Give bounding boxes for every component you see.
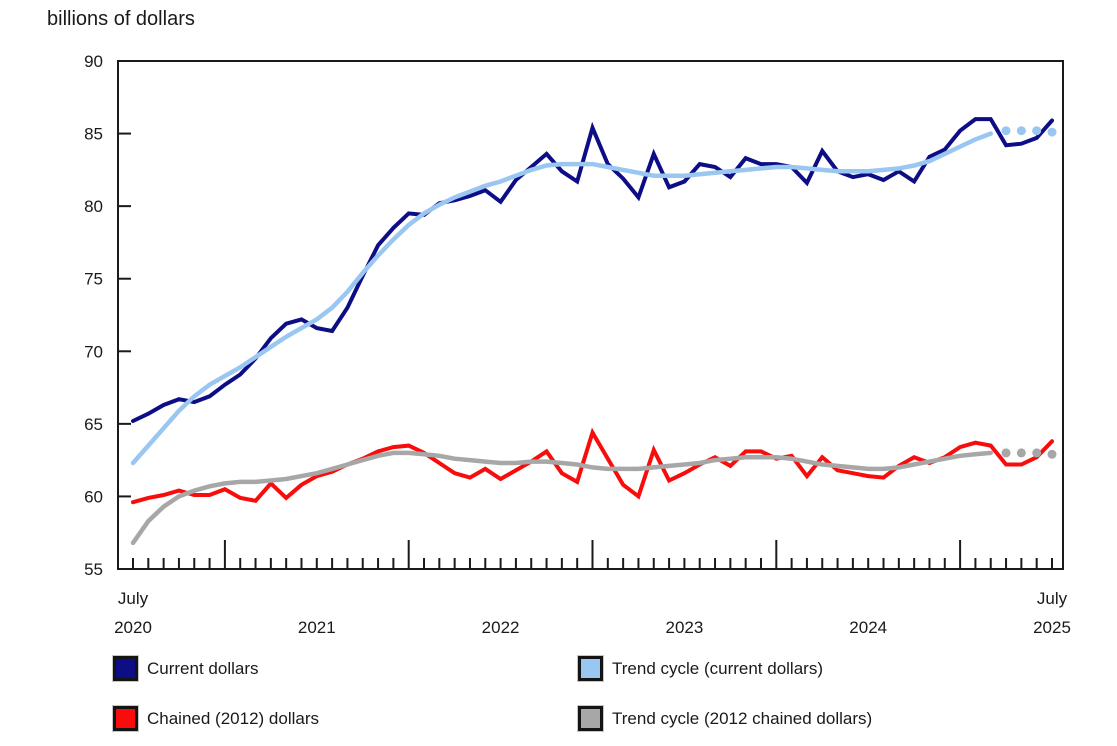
series-dot-trend_chained bbox=[1016, 448, 1026, 458]
legend-label-current-dollars: Current dollars bbox=[147, 659, 259, 678]
legend-item-current-dollars: Current dollars bbox=[112, 655, 259, 682]
legend-label-trend-cycle-current: Trend cycle (current dollars) bbox=[612, 659, 823, 678]
series-dot-trend_current bbox=[1047, 127, 1057, 137]
legend-swatch-chained-dollars bbox=[112, 705, 139, 732]
series-dot-trend_current bbox=[1001, 126, 1011, 136]
series-line-current bbox=[131, 117, 1054, 423]
series-dot-trend_chained bbox=[1001, 448, 1011, 458]
x-label-end-year: 2025 bbox=[1033, 618, 1071, 637]
x-label-start-year: 2020 bbox=[114, 618, 152, 637]
x-label-end-month: July bbox=[1037, 589, 1068, 608]
y-axis-tick-label: 55 bbox=[84, 560, 103, 579]
series-dot-trend_current bbox=[1032, 126, 1042, 136]
series-dot-trend_chained bbox=[1032, 448, 1042, 458]
legend-item-chained-dollars: Chained (2012) dollars bbox=[112, 705, 319, 732]
x-label-year: 2022 bbox=[482, 618, 520, 637]
series-dot-trend_current bbox=[1016, 126, 1026, 136]
y-axis-tick-label: 85 bbox=[84, 125, 103, 144]
y-axis-tick-label: 70 bbox=[84, 342, 103, 361]
y-axis-tick-label: 60 bbox=[84, 487, 103, 506]
x-label-year: 2023 bbox=[665, 618, 703, 637]
legend-swatch-trend-cycle-current bbox=[577, 655, 604, 682]
series-dot-trend_chained bbox=[1047, 449, 1057, 459]
x-label-year: 2024 bbox=[849, 618, 887, 637]
legend-item-trend-cycle-current: Trend cycle (current dollars) bbox=[577, 655, 823, 682]
y-axis-tick-label: 75 bbox=[84, 270, 103, 289]
legend-swatch-current-dollars bbox=[112, 655, 139, 682]
series-line-trend_current bbox=[130, 131, 993, 466]
x-label-year: 2021 bbox=[298, 618, 336, 637]
y-axis-tick-label: 90 bbox=[84, 52, 103, 71]
y-axis-tick-label: 80 bbox=[84, 197, 103, 216]
series-line-trend_chained bbox=[130, 450, 993, 546]
legend-swatch-trend-cycle-chained bbox=[577, 705, 604, 732]
legend-label-chained-dollars: Chained (2012) dollars bbox=[147, 709, 319, 728]
plot-border bbox=[117, 60, 1064, 570]
y-axis-tick-label: 65 bbox=[84, 415, 103, 434]
x-label-start-month: July bbox=[118, 589, 149, 608]
legend-label-trend-cycle-chained: Trend cycle (2012 chained dollars) bbox=[612, 709, 873, 728]
chart-title: billions of dollars bbox=[47, 8, 195, 30]
legend-item-trend-cycle-chained: Trend cycle (2012 chained dollars) bbox=[577, 705, 873, 732]
